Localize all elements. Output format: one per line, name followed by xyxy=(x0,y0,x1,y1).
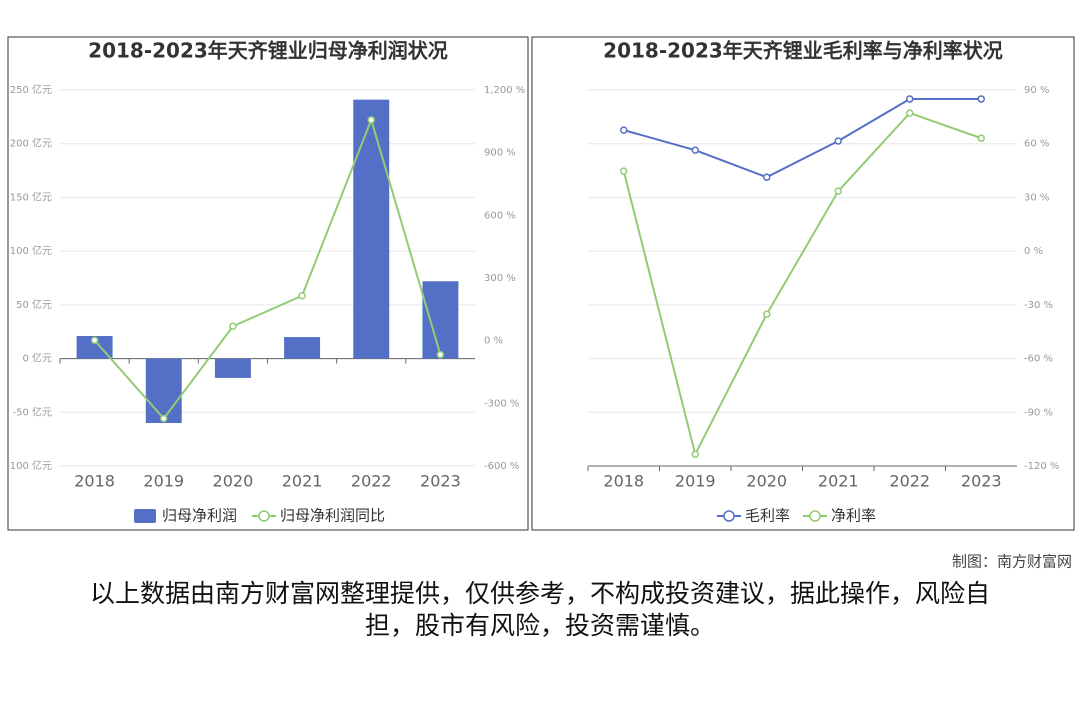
charts: 制图：南方财富网 2018-2023年天齐锂业归母净利润状况 -100 亿元 -50… xyxy=(6,36,1075,571)
legend-swatch xyxy=(809,510,821,522)
bar xyxy=(422,281,459,359)
chart-title: 2018-2023年天齐锂业归母净利润状况 xyxy=(88,39,448,63)
line xyxy=(623,97,982,179)
point xyxy=(691,146,699,154)
point xyxy=(90,336,99,344)
y-tick-label: 0 % xyxy=(1024,246,1043,257)
bar xyxy=(284,337,321,359)
y-tick-label: -50 亿元 xyxy=(12,405,52,418)
point xyxy=(977,95,985,103)
y-tick-label: 200 亿元 xyxy=(10,137,52,150)
y-tick-label: 250 亿元 xyxy=(10,83,52,96)
y-tick-label: -60 % xyxy=(1024,354,1053,365)
y-tick-label: 0 亿元 xyxy=(22,352,52,365)
legend-swatch xyxy=(258,510,270,522)
y2-tick-label: 900 % xyxy=(484,148,516,159)
y-tick-label: -120 % xyxy=(1024,461,1059,472)
y-tick-label: 30 % xyxy=(1024,192,1049,203)
x-tick-label: 2022 xyxy=(889,472,930,491)
point xyxy=(763,310,771,318)
point xyxy=(977,134,985,142)
point xyxy=(834,137,842,145)
bar xyxy=(214,358,251,378)
point xyxy=(229,322,237,331)
x-tick-label: 2021 xyxy=(818,472,859,491)
panel-frame xyxy=(531,36,1075,531)
panel-frame xyxy=(7,36,529,531)
legend-label: 归母净利润同比 xyxy=(280,507,385,525)
line xyxy=(93,116,442,421)
y2-tick-label: 1,200 % xyxy=(484,85,525,96)
y2-tick-label: -600 % xyxy=(484,461,519,472)
y2-tick-label: 300 % xyxy=(484,273,516,284)
x-tick-label: 2022 xyxy=(351,472,392,491)
chart-title: 2018-2023年天齐锂业毛利率与净利率状况 xyxy=(603,39,1003,63)
legend-swatch xyxy=(134,509,156,523)
x-tick-label: 2023 xyxy=(961,472,1002,491)
point xyxy=(906,95,914,103)
point xyxy=(620,126,628,134)
y-tick-label: 150 亿元 xyxy=(10,190,52,203)
x-tick-label: 2018 xyxy=(603,472,644,491)
x-tick-label: 2020 xyxy=(746,472,787,491)
point xyxy=(160,414,168,423)
x-tick-label: 2020 xyxy=(213,472,254,491)
y-tick-label: 100 亿元 xyxy=(10,244,52,257)
x-tick-label: 2019 xyxy=(143,472,184,491)
disclaimer: 以上数据由南方财富网整理提供，仅供参考，不构成投资建议，据此操作，风险自担，股市… xyxy=(89,579,990,640)
point xyxy=(620,167,628,175)
bar xyxy=(145,358,182,424)
y-tick-label: 50 亿元 xyxy=(16,298,52,311)
point xyxy=(436,350,445,359)
point xyxy=(691,450,699,458)
x-tick-label: 2023 xyxy=(420,472,461,491)
y2-tick-label: -300 % xyxy=(484,398,519,409)
point xyxy=(906,109,914,117)
bar xyxy=(76,336,113,359)
legend-label: 归母净利润 xyxy=(162,507,237,525)
y-tick-label: -100 亿元 xyxy=(6,459,52,472)
y2-tick-label: 0 % xyxy=(484,336,503,347)
y-tick-label: 60 % xyxy=(1024,139,1049,150)
point xyxy=(367,116,375,124)
source: 制图：南方财富网 xyxy=(952,553,1072,571)
legend-swatch xyxy=(723,510,735,522)
bar xyxy=(353,99,390,359)
point xyxy=(763,173,771,181)
point xyxy=(298,292,306,300)
y-tick-label: -90 % xyxy=(1024,407,1053,418)
line xyxy=(622,111,982,458)
x-tick-label: 2021 xyxy=(282,472,323,491)
y-tick-label: -30 % xyxy=(1024,300,1053,311)
x-tick-label: 2019 xyxy=(675,472,716,491)
legend-label: 净利率 xyxy=(831,507,876,525)
x-tick-label: 2018 xyxy=(74,472,115,491)
y2-tick-label: 600 % xyxy=(484,210,516,221)
y-tick-label: 90 % xyxy=(1024,85,1049,96)
legend-label: 毛利率 xyxy=(745,507,790,525)
point xyxy=(834,187,842,195)
